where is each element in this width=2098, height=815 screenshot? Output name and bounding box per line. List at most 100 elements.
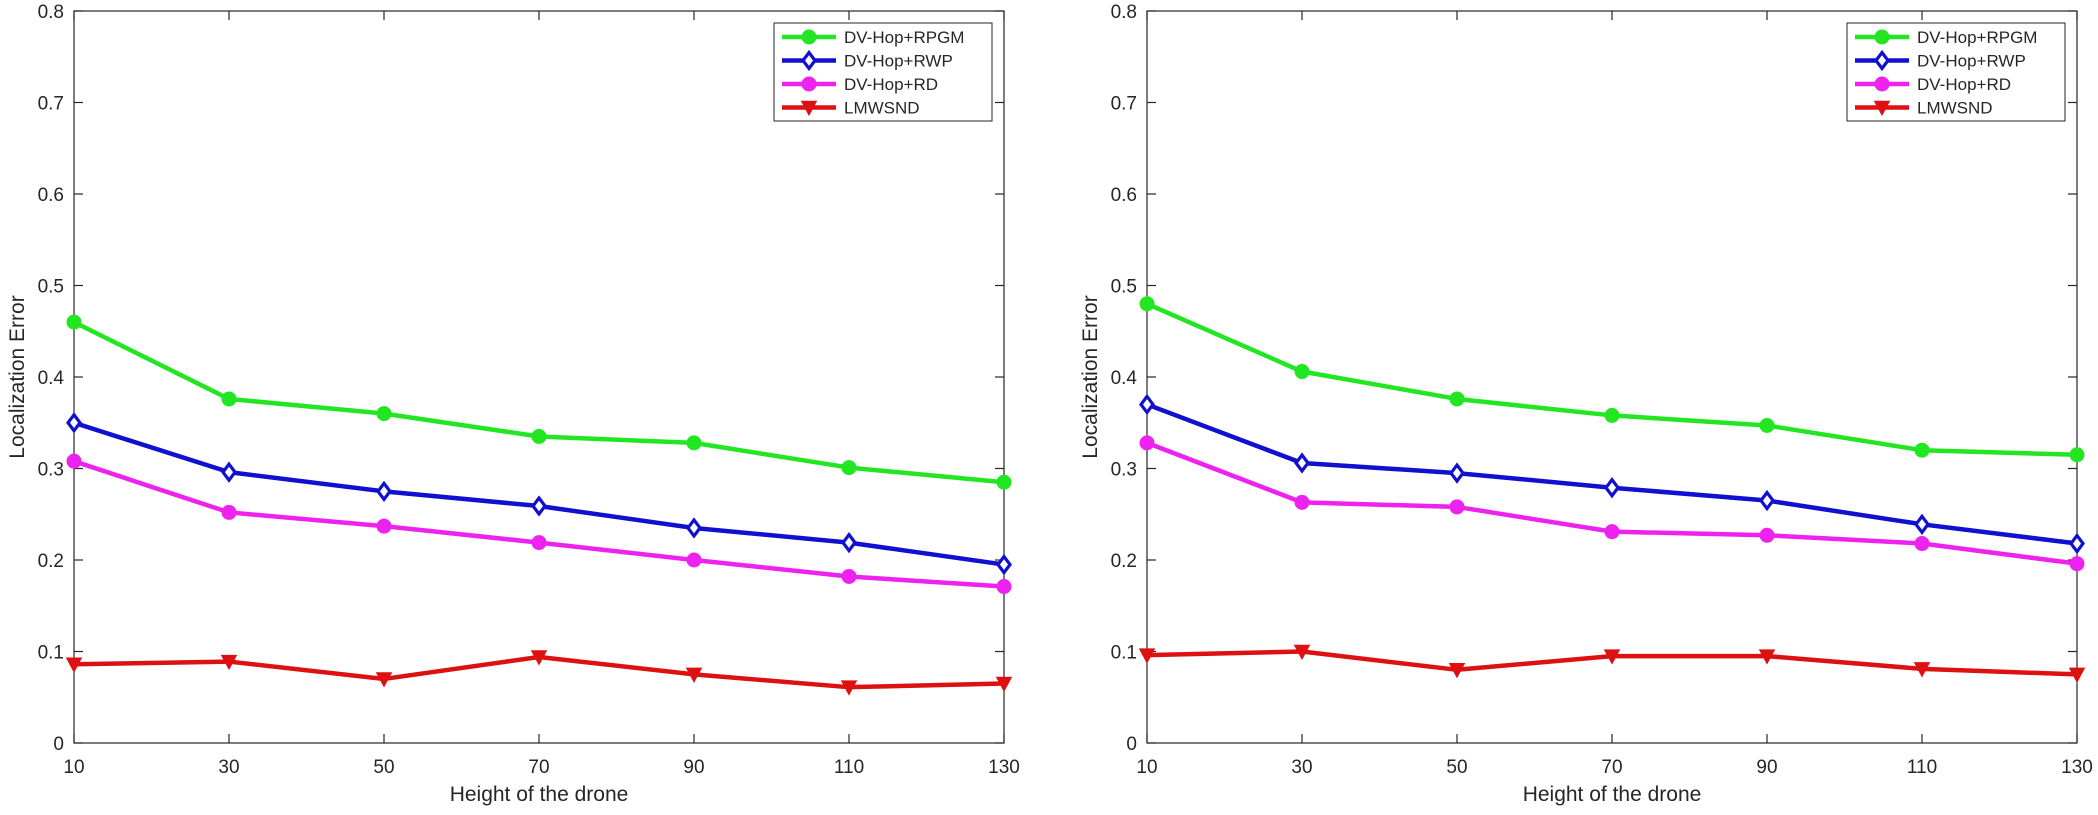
legend-marker <box>1874 76 1890 92</box>
data-point <box>1914 442 1930 458</box>
data-point <box>686 517 702 539</box>
data-point <box>376 518 392 534</box>
data-point <box>1604 407 1620 423</box>
x-tick-label: 30 <box>218 757 239 778</box>
series-dv-hop-rpgm <box>66 314 1012 490</box>
series-dv-hop-rpgm <box>1139 296 2085 463</box>
y-tick-label: 0.6 <box>1111 185 1137 206</box>
data-point <box>1759 527 1775 543</box>
series-dv-hop-rwp <box>66 412 1012 576</box>
data-point <box>1449 391 1465 407</box>
legend-label: DV-Hop+RWP <box>844 52 953 71</box>
data-point <box>530 650 548 666</box>
data-point <box>221 504 237 520</box>
legend-label: LMWSND <box>844 99 920 118</box>
y-tick-label: 0 <box>1126 734 1137 755</box>
series-lmwsnd <box>65 650 1013 696</box>
series-dv-hop-rd <box>66 453 1012 595</box>
x-tick-label: 110 <box>1907 757 1937 778</box>
y-tick-label: 0.5 <box>1111 277 1137 298</box>
y-tick-label: 0.8 <box>38 2 64 23</box>
chart-left: 0 0.1 0.2 0.3 0.4 0.5 0.6 0.7 0.8 10 30 50 70 90 110 13… <box>6 2 1020 806</box>
x-tick-label: 110 <box>834 757 864 778</box>
x-tick-label: 30 <box>1291 757 1312 778</box>
legend: DV-Hop+RPGM DV-Hop+RWP DV-Hop+RD LMWSND <box>773 22 993 122</box>
x-tick-label: 10 <box>1136 757 1157 778</box>
data-point <box>2069 532 2085 555</box>
series-lmwsnd <box>1138 644 2086 683</box>
data-point <box>221 391 237 407</box>
data-point <box>1604 477 1620 499</box>
data-point <box>2069 556 2085 572</box>
y-axis-title: Localization Error <box>6 295 29 458</box>
data-point <box>1448 663 1466 679</box>
y-tick-label: 0.3 <box>38 460 64 481</box>
data-point <box>1449 499 1465 515</box>
data-point <box>1914 513 1930 535</box>
series-dv-hop-rwp <box>1139 393 2085 555</box>
y-tick-label: 0.2 <box>38 551 64 572</box>
data-point <box>1293 644 1311 661</box>
data-point <box>841 568 857 584</box>
data-point <box>66 314 82 330</box>
data-point <box>1294 364 1310 380</box>
data-point <box>1294 452 1310 474</box>
legend-marker <box>801 76 817 92</box>
data-point <box>1139 393 1155 416</box>
x-tick-label: 10 <box>63 757 84 778</box>
data-point <box>996 553 1012 576</box>
data-point <box>995 676 1013 693</box>
data-point <box>1758 649 1776 665</box>
legend-label: DV-Hop+RWP <box>1917 52 2026 71</box>
x-tick-label: 50 <box>1446 757 1467 778</box>
x-axis-title: Height of the drone <box>1523 783 1702 806</box>
data-point <box>1139 296 1155 312</box>
data-point <box>1449 462 1465 484</box>
data-point <box>1603 649 1621 665</box>
y-tick-label: 0.3 <box>1111 460 1137 481</box>
data-point <box>841 531 857 554</box>
x-tick-label: 70 <box>1601 757 1622 778</box>
data-point <box>2068 667 2086 683</box>
data-point <box>375 672 393 688</box>
legend-label: DV-Hop+RD <box>1917 75 2011 94</box>
data-point <box>686 552 702 568</box>
series-dv-hop-rd <box>1139 435 2085 572</box>
data-point <box>840 680 858 696</box>
x-tick-label: 90 <box>1756 757 1777 778</box>
data-point <box>1139 435 1155 451</box>
data-point <box>1914 536 1930 552</box>
legend: DV-Hop+RPGM DV-Hop+RWP DV-Hop+RD LMWSND <box>1846 22 2066 122</box>
legend-marker <box>800 100 818 117</box>
data-point <box>66 453 82 469</box>
data-point <box>1913 662 1931 678</box>
y-tick-label: 0.4 <box>1111 368 1138 389</box>
legend-marker <box>801 29 817 45</box>
x-tick-label: 50 <box>373 757 394 778</box>
y-tick-label: 0.2 <box>1111 551 1137 572</box>
data-point <box>1759 489 1775 512</box>
chart-right: 0 0.1 0.2 0.3 0.4 0.5 0.6 0.7 0.8 10 30 50 70 90 110 13… <box>1079 2 2093 806</box>
x-tick-label: 70 <box>528 757 549 778</box>
data-point <box>2069 447 2085 463</box>
legend-label: DV-Hop+RPGM <box>844 28 964 47</box>
data-point <box>221 461 237 483</box>
y-tick-label: 0 <box>53 734 64 755</box>
data-point <box>1294 494 1310 510</box>
data-point <box>220 654 238 671</box>
y-tick-label: 0.1 <box>38 643 64 664</box>
data-point <box>1604 524 1620 540</box>
legend-marker <box>801 49 817 72</box>
legend-marker <box>1874 29 1890 45</box>
data-point <box>1138 648 1156 664</box>
legend-label: LMWSND <box>1917 99 1993 118</box>
legend-label: DV-Hop+RPGM <box>1917 28 2037 47</box>
data-point <box>996 474 1012 490</box>
legend-marker <box>1873 100 1891 117</box>
y-tick-label: 0.7 <box>1111 94 1137 115</box>
data-point <box>66 412 82 434</box>
y-tick-label: 0.5 <box>38 277 64 298</box>
data-point <box>685 667 703 683</box>
data-point <box>841 460 857 476</box>
